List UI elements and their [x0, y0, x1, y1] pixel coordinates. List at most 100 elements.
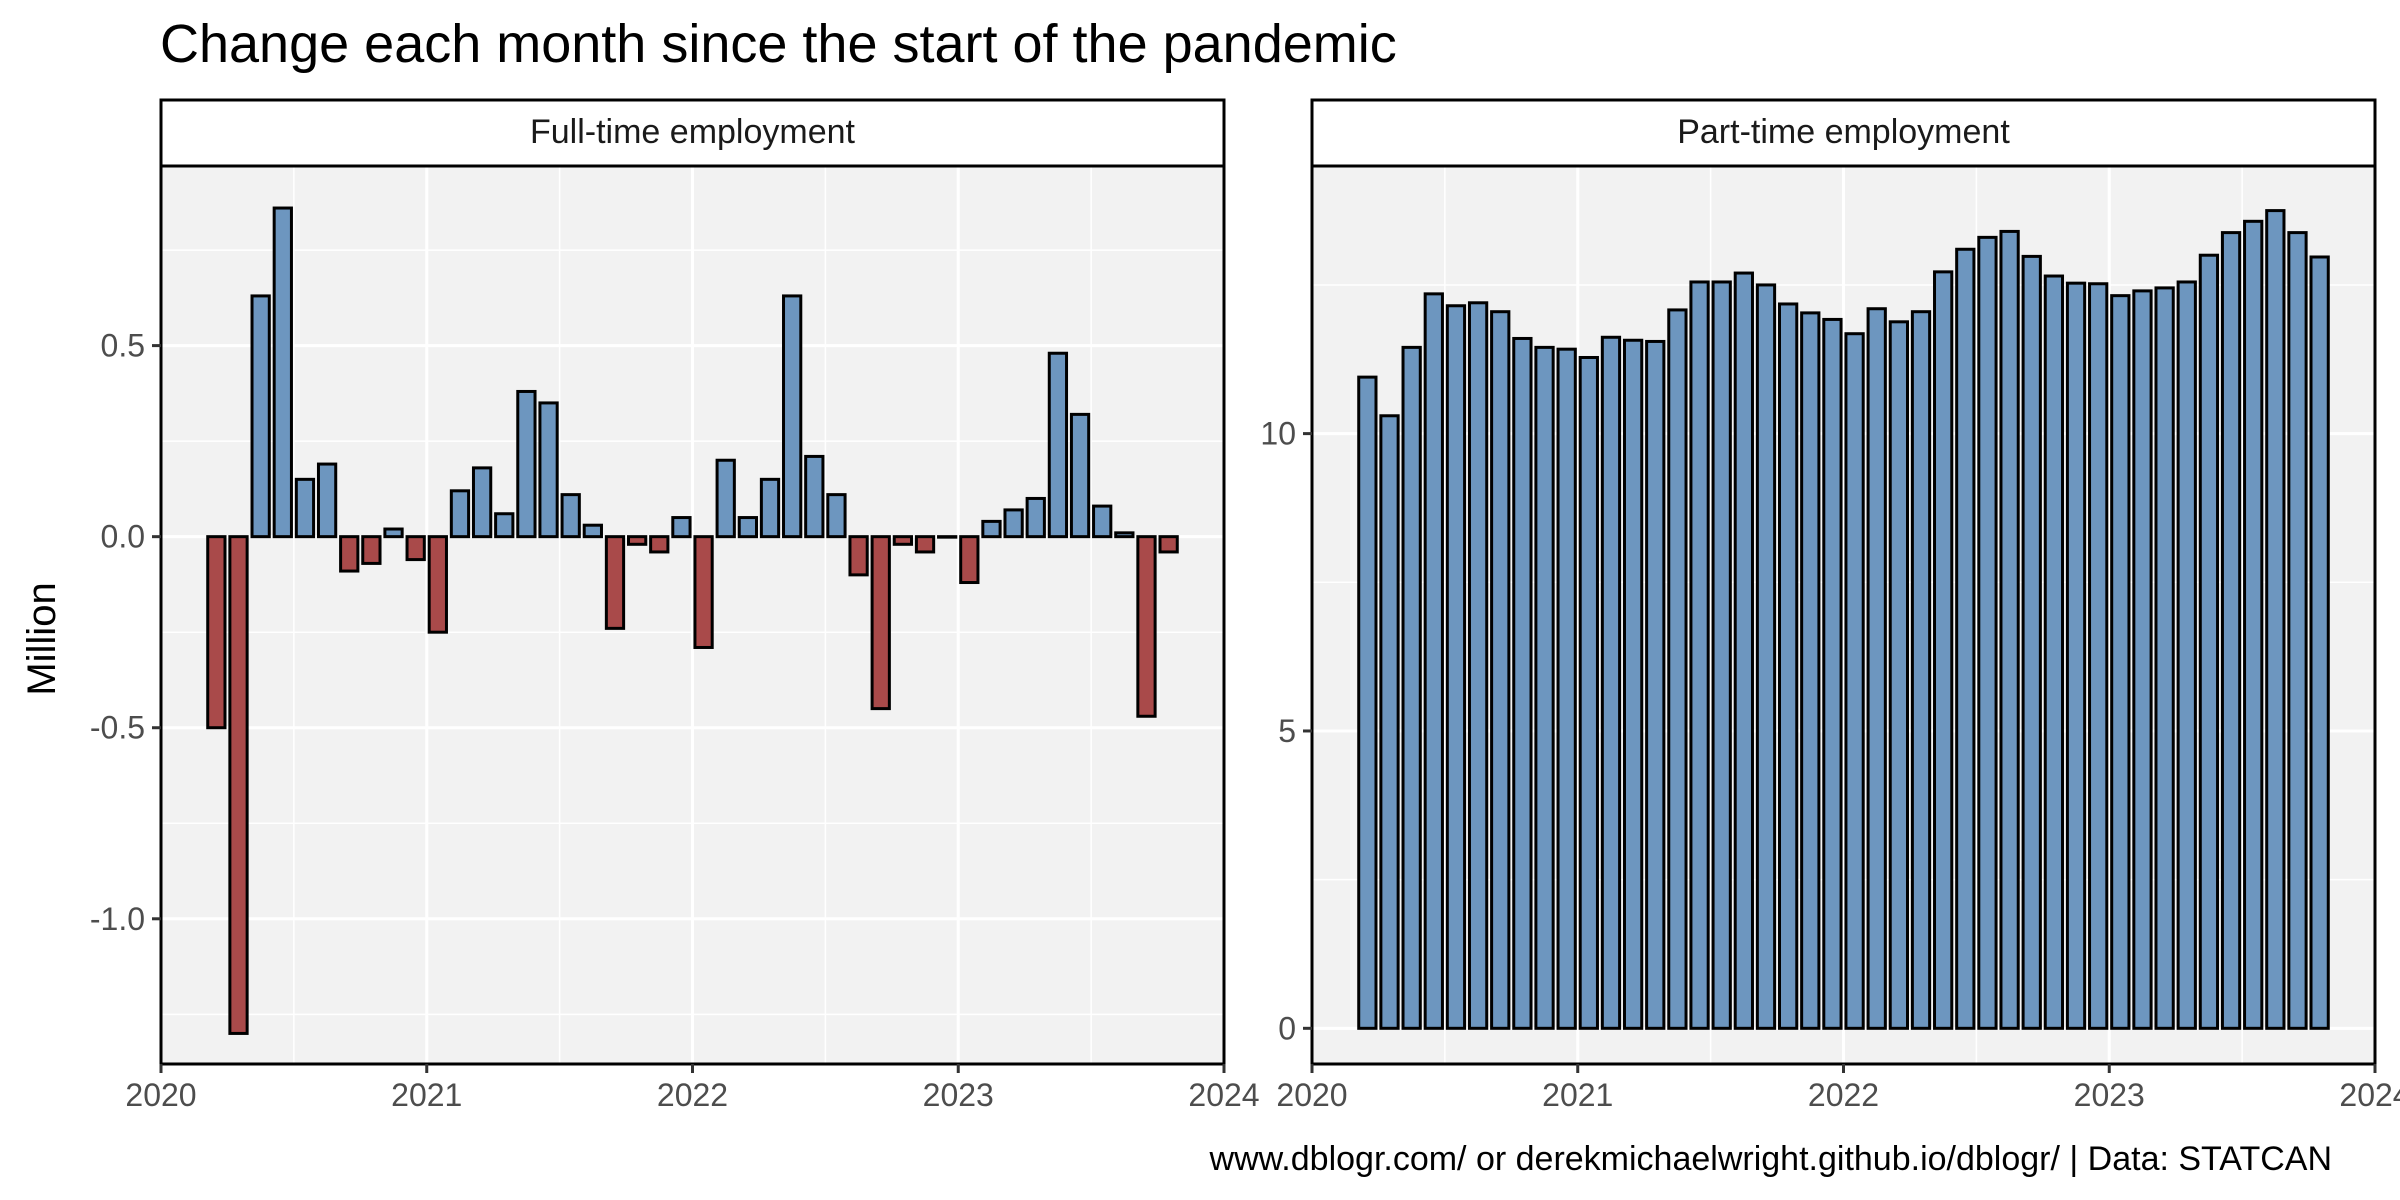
- bar-2020-12: [1556, 347, 1577, 1030]
- bar-2022-04: [1910, 310, 1932, 1030]
- bar-2021-11: [649, 535, 670, 554]
- bar-2020-06: [272, 206, 293, 539]
- bar-2023-04: [1025, 496, 1046, 539]
- bar-2020-05: [250, 294, 271, 539]
- bar-2021-03: [1622, 338, 1644, 1030]
- bar-2023-01: [2110, 294, 2131, 1030]
- bar-2020-08: [1467, 301, 1489, 1030]
- bar-2022-05: [782, 294, 803, 539]
- y-tick-label: -1.0: [90, 901, 145, 937]
- y-axis: 0 5 10: [1260, 416, 1312, 1046]
- bar-2022-03: [737, 516, 758, 539]
- bar-2022-09: [2021, 254, 2042, 1030]
- bar-2023-10: [1158, 535, 1179, 554]
- bar-2021-05: [516, 389, 537, 539]
- y-axis-label: Million: [20, 582, 64, 695]
- bar-2021-09: [1755, 283, 1777, 1030]
- x-tick-label: 2020: [125, 1077, 196, 1113]
- bar-2023-07: [2243, 219, 2264, 1030]
- bar-2023-06: [2220, 231, 2242, 1030]
- bar-2021-12: [671, 516, 692, 539]
- bar-2020-08: [316, 462, 338, 539]
- x-axis: 2020 2021 2022 2023 2024: [125, 1064, 1260, 1113]
- bar-2022-06: [804, 454, 825, 539]
- bar-2021-01: [1578, 355, 1599, 1030]
- x-tick-label: 2024: [1188, 1077, 1259, 1113]
- bar-2022-10: [2043, 274, 2065, 1030]
- bar-2020-10: [361, 535, 382, 565]
- bar-2020-11: [383, 527, 404, 539]
- bar-2022-09: [870, 535, 891, 711]
- bar-2023-01: [959, 535, 980, 585]
- bar-2022-11: [914, 535, 936, 554]
- bar-2021-10: [1778, 302, 1799, 1030]
- bar-2021-04: [494, 512, 515, 539]
- bar-2020-07: [1445, 304, 1467, 1030]
- y-tick-label: 10: [1260, 416, 1296, 452]
- bar-2020-09: [339, 535, 360, 573]
- bar-2020-07: [294, 477, 316, 539]
- bar-2021-12: [1822, 317, 1843, 1030]
- y-tick-label: 5: [1278, 713, 1296, 749]
- bar-2023-08: [2265, 209, 2286, 1030]
- bar-2021-06: [1689, 280, 1710, 1030]
- strip-label-full-time: Full-time employment: [530, 113, 856, 151]
- y-tick-label: 0: [1278, 1010, 1296, 1046]
- strip-background: [1310, 98, 2377, 168]
- x-tick-label: 2023: [923, 1077, 994, 1113]
- bar-2023-09: [2287, 231, 2308, 1030]
- bar-2021-09: [604, 535, 626, 630]
- bar-2020-06: [1423, 292, 1444, 1030]
- bar-2022-02: [715, 458, 736, 539]
- bar-2020-03: [206, 535, 227, 730]
- strip-background: [159, 98, 1226, 168]
- bar-2021-02: [449, 489, 471, 539]
- y-axis: -1.0 -0.5 0.0 0.5: [90, 328, 161, 937]
- bar-2022-11: [2065, 281, 2087, 1030]
- bar-2023-05: [2198, 253, 2220, 1030]
- bar-2021-11: [1800, 311, 1821, 1030]
- x-axis: 2020 2021 2022 2023 2024: [1276, 1064, 2400, 1113]
- bar-2023-02: [2132, 289, 2153, 1030]
- y-tick-label: 0.0: [101, 519, 145, 555]
- bar-2021-02: [1600, 335, 1622, 1030]
- bar-2021-07: [1711, 280, 1732, 1030]
- bar-2023-03: [2154, 286, 2175, 1030]
- bar-2022-02: [1866, 307, 1887, 1030]
- x-tick-label: 2021: [1542, 1077, 1613, 1113]
- bar-2022-10: [892, 535, 914, 546]
- chart-title: Change each month since the start of the…: [160, 14, 1397, 74]
- bar-2020-09: [1490, 310, 1511, 1030]
- y-tick-label: 0.5: [101, 328, 145, 364]
- bar-2022-03: [1888, 320, 1909, 1030]
- bar-2023-10: [2309, 255, 2330, 1030]
- bar-2023-05: [1047, 351, 1069, 539]
- bar-2022-12: [2088, 282, 2109, 1030]
- bar-2021-07: [560, 493, 581, 539]
- x-tick-label: 2022: [657, 1077, 728, 1113]
- strip-label-part-time: Part-time employment: [1677, 113, 2010, 151]
- bar-2022-01: [693, 535, 714, 649]
- bar-2022-08: [848, 535, 869, 577]
- panel-full-time: Full-time employment -1.0 -0.5 0.0 0.5 2020…: [90, 98, 1260, 1113]
- bar-2020-03: [1357, 375, 1378, 1030]
- bar-2021-08: [582, 523, 603, 539]
- x-tick-label: 2021: [391, 1077, 462, 1113]
- bar-2023-02: [981, 519, 1002, 539]
- bar-2022-06: [1955, 247, 1976, 1030]
- bar-2022-05: [1933, 270, 1954, 1030]
- bar-2023-03: [1003, 508, 1024, 539]
- bar-2023-04: [2176, 280, 2197, 1030]
- bar-2020-05: [1401, 345, 1422, 1030]
- chart-caption: www.dblogr.com/ or derekmichaelwright.gi…: [1209, 1140, 2332, 1178]
- bar-2023-09: [1136, 535, 1157, 718]
- bar-2022-12: [937, 535, 958, 539]
- bar-2020-04: [1379, 414, 1400, 1030]
- bar-2022-01: [1844, 332, 1865, 1030]
- bar-2021-05: [1667, 308, 1688, 1030]
- x-tick-label: 2020: [1276, 1077, 1347, 1113]
- bar-2021-08: [1733, 271, 1754, 1030]
- bar-2020-04: [228, 535, 249, 1035]
